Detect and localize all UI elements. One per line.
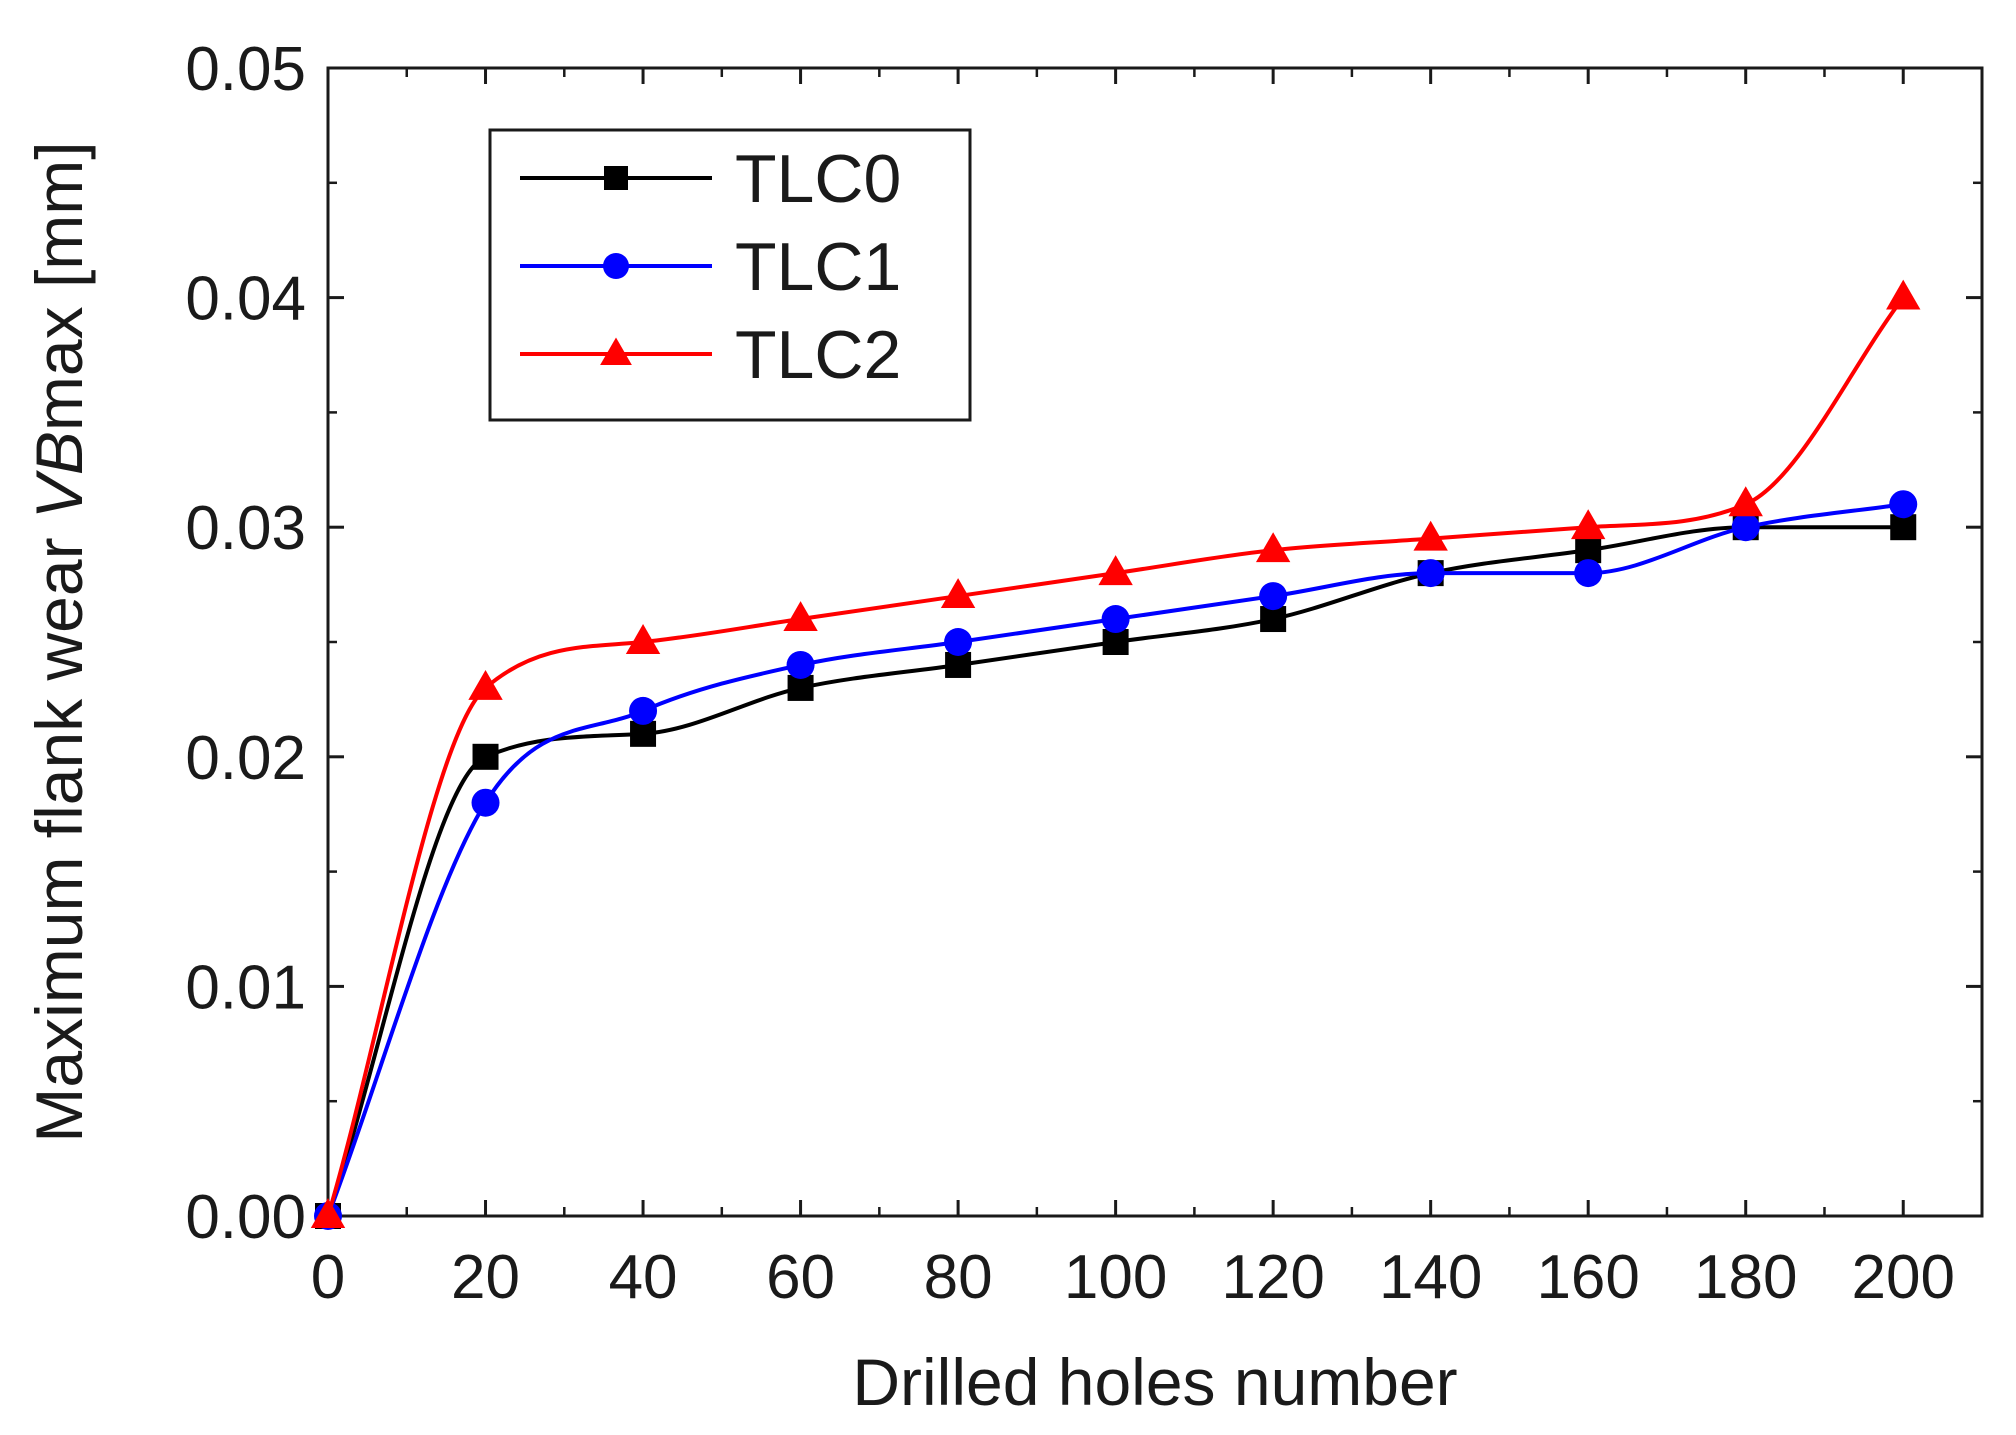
data-point-TLC2 [1886,279,1921,310]
y-axis-title-prefix: Maximum flank wear [22,519,96,1143]
legend-item-TLC1: TLC1 [520,229,901,305]
legend-marker [603,253,629,279]
legend-marker [600,337,632,366]
legend-marker [604,166,628,190]
data-point-TLC2 [940,578,976,609]
legend-item-TLC2: TLC2 [520,317,901,393]
data-point-TLC2 [310,1198,346,1228]
y-tick-label: 0.01 [185,953,306,1022]
x-tick-labels: 0 20 40 60 80 100 120 140 160 180 200 [311,1243,1955,1312]
data-point-TLC1 [786,650,815,679]
data-point-TLC1 [471,788,500,817]
series-line-TLC1 [326,502,1904,1217]
y-tick-labels: 0.00 0.01 0.02 0.03 0.04 0.05 [185,35,306,1252]
data-point-TLC1 [1731,513,1760,542]
x-tick-label: 60 [766,1243,835,1312]
x-tick-label: 100 [1064,1243,1167,1312]
y-axis-title: Maximum flank wear VBmax [mm] [22,141,96,1142]
y-tick-label: 0.00 [185,1183,306,1252]
data-point-TLC2 [1413,520,1448,551]
data-point-TLC0 [1260,606,1287,633]
data-series [310,279,1921,1230]
x-tick-label: 80 [924,1243,993,1312]
x-tick-label: 180 [1694,1243,1797,1312]
x-tick-label: 120 [1221,1243,1324,1312]
x-tick-label: 160 [1536,1243,1639,1312]
x-tick-label: 140 [1379,1243,1482,1312]
series-TLC1 [314,490,1918,1230]
series-line-TLC2 [326,296,1905,1217]
data-point-TLC0 [1890,514,1917,541]
data-point-TLC0 [787,674,814,701]
data-point-TLC1 [944,628,973,656]
data-point-TLC0 [945,651,972,678]
x-tick-label: 40 [609,1243,678,1312]
data-point-TLC2 [1570,509,1606,540]
data-point-TLC1 [1416,559,1445,588]
y-tick-label: 0.02 [185,724,306,793]
y-tick-label: 0.04 [185,265,306,334]
legend: TLC0 TLC1 TLC2 [488,128,972,422]
legend-label: TLC2 [735,317,901,393]
y-tick-label: 0.05 [185,35,306,104]
data-point-TLC2 [1255,532,1291,563]
y-tick-label: 0.03 [185,494,306,563]
series-TLC2 [310,279,1921,1228]
data-point-TLC2 [625,624,661,654]
x-tick-label: 20 [451,1243,520,1312]
y-axis-title-italic: VB [22,431,96,519]
x-axis-title: Drilled holes number [852,1345,1457,1419]
data-point-TLC0 [1102,629,1129,655]
data-point-TLC0 [1575,537,1602,564]
axis-ticks [326,66,1982,1218]
data-point-TLC2 [468,669,503,700]
data-point-TLC1 [1259,582,1288,611]
data-point-TLC2 [1728,486,1763,517]
legend-item-TLC0: TLC0 [520,141,901,217]
legend-label: TLC1 [735,229,901,305]
x-tick-label: 200 [1852,1243,1955,1312]
legend-label: TLC0 [735,141,901,217]
data-point-TLC0 [630,720,657,747]
data-point-TLC2 [783,601,818,631]
x-tick-label: 0 [311,1243,345,1312]
data-point-TLC0 [472,743,499,770]
data-point-TLC1 [1574,559,1603,588]
data-point-TLC1 [1101,605,1130,634]
data-point-TLC1 [629,696,658,725]
data-point-TLC1 [1889,490,1918,519]
data-point-TLC2 [1098,555,1133,586]
y-axis-title-suffix: max [mm] [22,141,96,431]
